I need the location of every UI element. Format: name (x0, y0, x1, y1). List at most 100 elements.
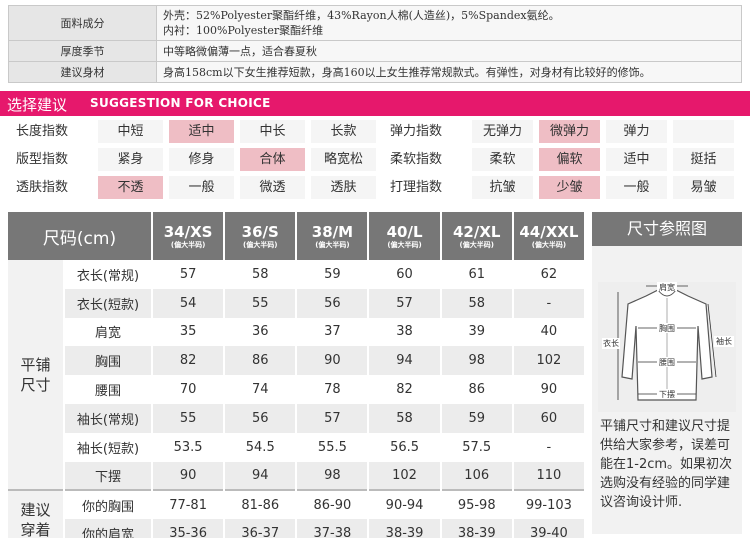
fabric-info-table: 面料成分 外壳：52%Polyester聚酯纤维，43%Rayon人棉(人造丝)… (8, 5, 742, 83)
label-sleeve: 袖长 (716, 336, 732, 346)
info-key: 面料成分 (8, 5, 157, 41)
size-hint: (偏大半码) (243, 240, 278, 249)
table-cell: 70 (152, 375, 226, 404)
suggestion-row: 长度指数 中短 适中 中长 长款 弹力指数 无弹力 微弹力 弹力 (8, 120, 742, 143)
table-cell: 94 (368, 346, 442, 376)
suggestion-option-selected: 微弹力 (539, 120, 600, 143)
table-row: 袖长(常规) 55 56 57 58 59 60 (8, 403, 587, 433)
table-cell: 82 (152, 346, 226, 376)
table-cell: 60 (368, 260, 442, 289)
table-cell: 86-90 (296, 489, 370, 520)
table-cell: 36 (224, 317, 298, 347)
table-cell: 78 (296, 375, 370, 404)
table-cell: 56 (224, 403, 298, 433)
table-cell: 56.5 (368, 432, 442, 462)
suggestion-option: 易皱 (673, 176, 734, 199)
table-cell: 90 (152, 461, 226, 491)
info-value: 身高158cm以下女生推荐短款，身高160以上女生推荐常规款式。有弹性，对身材有… (156, 61, 742, 83)
row-name: 下摆 (64, 461, 154, 491)
banner-title-cn: 选择建议 (7, 96, 68, 114)
row-name: 衣长(短款) (64, 288, 154, 318)
suggestion-option: 一般 (606, 176, 667, 199)
table-cell: 56 (296, 288, 370, 318)
table-cell: 102 (512, 346, 587, 376)
size-column-header: 44/XXL (偏大半码) (512, 212, 587, 260)
table-row: 建议 穿着 你的胸围 77-81 81-86 86-90 90-94 95-98 99-103 (8, 489, 587, 538)
size-column-header: 42/XL (偏大半码) (440, 212, 514, 260)
table-cell: 62 (512, 260, 587, 289)
table-cell: 55 (224, 288, 298, 318)
suggestion-index-label: 打理指数 (382, 176, 468, 199)
suggestion-option (673, 120, 734, 143)
row-name: 你的胸围 (64, 489, 154, 520)
size-header-row: 尺码(cm) 34/XS (偏大半码) 36/S (偏大半码) 38/M (偏大半码) 40… (8, 212, 587, 260)
suggestion-option: 中长 (240, 120, 305, 143)
suggestion-option: 紧身 (98, 148, 163, 171)
table-cell: 55.5 (296, 432, 370, 462)
table-cell: 58 (440, 288, 514, 318)
suggestion-option: 透肤 (311, 176, 376, 199)
suggestion-option: 弹力 (606, 120, 667, 143)
row-name: 袖长(常规) (64, 403, 154, 433)
row-name: 衣长(常规) (64, 260, 154, 289)
info-key: 建议身材 (8, 61, 157, 83)
table-cell: 54.5 (224, 432, 298, 462)
table-cell: 98 (296, 461, 370, 491)
suggestion-option: 修身 (169, 148, 234, 171)
table-cell: 74 (224, 375, 298, 404)
suggestion-index-label: 弹力指数 (382, 120, 468, 143)
table-row: 下摆 90 94 98 102 106 110 (8, 461, 587, 491)
info-row-thickness: 厚度季节 中等略微偏薄一点，适合春夏秋 (8, 40, 742, 62)
table-row: 衣长(短款) 54 55 56 57 58- (8, 288, 587, 318)
table-cell: 95-98 (440, 489, 514, 520)
table-cell: 90 (296, 346, 370, 376)
suggestion-index-label: 版型指数 (8, 148, 94, 171)
table-cell: 39-40 (512, 519, 587, 538)
suggestion-option: 中短 (98, 120, 163, 143)
table-cell: - (512, 432, 587, 462)
table-row: 腰围 70 74 78 82 86 90 (8, 375, 587, 404)
row-group-label: 平铺 尺寸 (8, 260, 65, 491)
row-name: 肩宽 (64, 317, 154, 347)
info-key: 厚度季节 (8, 40, 157, 62)
table-cell: 99-103 (512, 489, 587, 520)
table-cell: 53.5 (152, 432, 226, 462)
table-cell: - (512, 288, 587, 318)
label-waist: 腰围 (659, 358, 675, 367)
label-shoulder: 肩宽 (659, 282, 675, 292)
suggestion-option: 抗皱 (472, 176, 533, 199)
table-cell: 57.5 (440, 432, 514, 462)
suggestion-grid: 长度指数 中短 适中 中长 长款 弹力指数 无弹力 微弹力 弹力 版型指数 紧身 修身 合体 略宽松 柔软指… (8, 120, 742, 204)
info-line: 外壳：52%Polyester聚酯纤维，43%Rayon人棉(人造丝)，5%Sp… (163, 9, 560, 22)
shirt-diagram: 肩宽 衣长 胸围 袖长 腰围 下摆 (598, 282, 736, 412)
table-cell: 90-94 (368, 489, 442, 520)
table-row: 胸围 82 86 90 94 98 102 (8, 346, 587, 376)
table-cell: 61 (440, 260, 514, 289)
suggestion-option-selected: 合体 (240, 148, 305, 171)
suggestion-index-label: 柔软指数 (382, 148, 468, 171)
label-hem: 下摆 (659, 389, 675, 399)
table-cell: 55 (152, 403, 226, 433)
table-cell: 58 (224, 260, 298, 289)
table-row: 平铺 尺寸 衣长(常规) 57 58 59 60 61 62 (8, 260, 587, 491)
size-label: 40/L (386, 222, 423, 241)
table-cell: 86 (224, 346, 298, 376)
table-cell: 37 (296, 317, 370, 347)
table-cell: 37-38 (296, 519, 370, 538)
suggestion-option: 适中 (606, 148, 667, 171)
row-name: 胸围 (64, 346, 154, 376)
suggestion-option: 无弹力 (472, 120, 533, 143)
suggestion-index-label: 透肤指数 (8, 176, 94, 199)
size-label: 38/M (311, 222, 354, 241)
size-hint: (偏大半码) (531, 240, 567, 249)
table-cell: 54 (152, 288, 226, 318)
table-row: 你的肩宽 35-36 36-37 37-38 38-39 38-39 39-40 (8, 519, 587, 538)
suggestion-option-selected: 不透 (98, 176, 163, 199)
table-cell: 110 (512, 461, 587, 491)
table-cell: 102 (368, 461, 442, 491)
table-cell: 36-37 (224, 519, 298, 538)
table-cell: 60 (512, 403, 587, 433)
size-label: 44/XXL (519, 222, 579, 241)
suggestion-row: 透肤指数 不透 一般 微透 透肤 打理指数 抗皱 少皱 一般 易皱 (8, 176, 742, 199)
table-cell: 59 (296, 260, 370, 289)
